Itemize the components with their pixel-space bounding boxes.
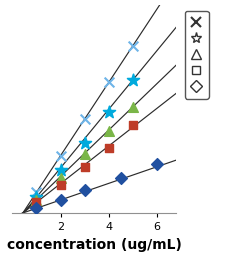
Point	[35, 206, 38, 210]
Point	[59, 198, 62, 202]
Legend: , , , , : , , , ,	[185, 11, 208, 99]
Point	[83, 141, 87, 146]
Point	[59, 168, 62, 172]
Point	[107, 146, 111, 151]
Point	[59, 176, 62, 180]
X-axis label: concentration (ug/mL): concentration (ug/mL)	[7, 238, 182, 252]
Point	[107, 80, 111, 84]
Point	[131, 78, 135, 82]
Point	[35, 200, 38, 204]
Point	[35, 198, 38, 202]
Point	[35, 195, 38, 199]
Point	[83, 152, 87, 157]
Point	[59, 183, 62, 187]
Point	[131, 105, 135, 109]
Point	[107, 109, 111, 114]
Point	[59, 154, 62, 158]
Point	[83, 165, 87, 169]
Point	[155, 162, 159, 166]
Point	[131, 123, 135, 127]
Point	[35, 190, 38, 194]
Point	[119, 176, 123, 180]
Point	[131, 43, 135, 48]
Point	[83, 117, 87, 121]
Point	[107, 129, 111, 133]
Point	[83, 188, 87, 192]
